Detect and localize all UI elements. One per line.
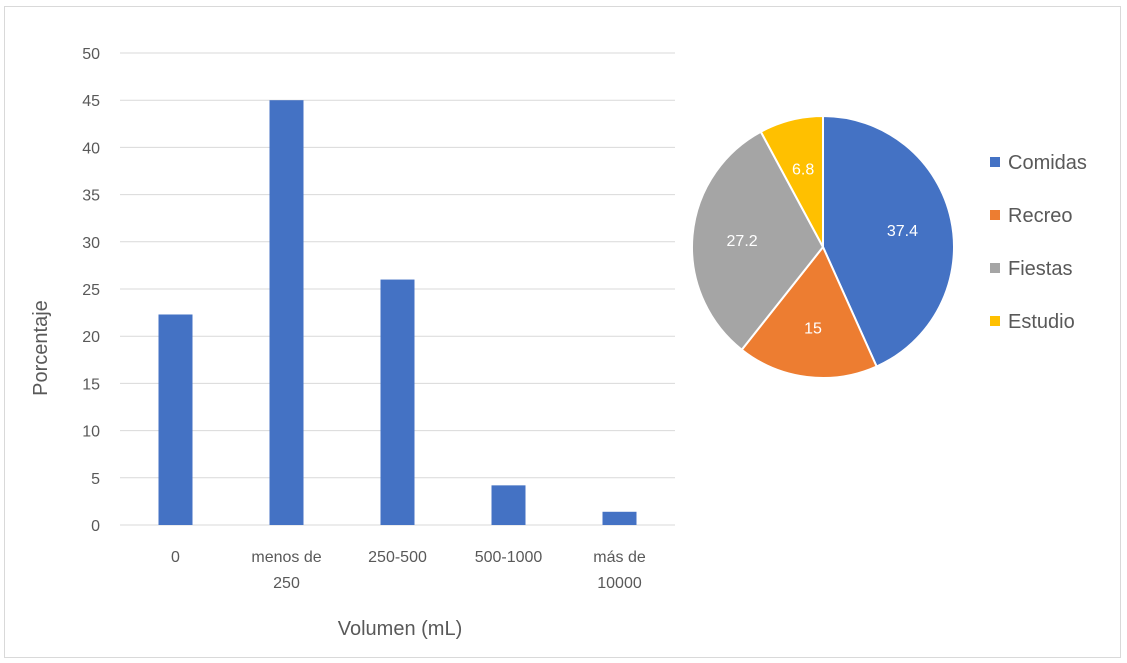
y-tick-label: 15: [82, 376, 100, 393]
legend-swatch-comidas: [990, 157, 1000, 167]
legend-swatch-recreo: [990, 210, 1000, 220]
x-tick-label: menos de: [251, 549, 321, 566]
y-axis-title: Porcentaje: [30, 300, 52, 396]
legend-label: Estudio: [1008, 311, 1075, 333]
pie-slice-labels: 37.4 15 27.2 6.8: [727, 161, 919, 337]
y-tick-label: 20: [82, 329, 100, 346]
bar: [158, 314, 193, 525]
pie-slice-label: 27.2: [727, 233, 758, 250]
pie-slices: [691, 114, 955, 379]
y-tick-label: 5: [91, 471, 100, 488]
y-tick-label: 50: [82, 46, 100, 63]
y-tick-label: 25: [82, 282, 100, 299]
pie-slice-label: 37.4: [887, 223, 918, 240]
x-tick-label: 500-1000: [475, 549, 543, 566]
bar-series: [158, 100, 637, 525]
legend-label: Fiestas: [1008, 258, 1072, 280]
x-tick-label: más de: [593, 549, 646, 566]
x-tick-label: 250: [273, 575, 300, 592]
pie-slice-fiestas: [691, 130, 825, 352]
legend-swatch-estudio: [990, 316, 1000, 326]
bar-gridlines: [120, 52, 675, 526]
bar: [269, 100, 304, 525]
x-tick-label: 0: [171, 549, 180, 566]
pie-slice-label: 6.8: [792, 161, 814, 178]
legend-label: Recreo: [1008, 205, 1072, 227]
x-axis-title: Volumen (mL): [338, 618, 463, 640]
y-tick-label: 35: [82, 188, 100, 205]
pie-slice-estudio: [759, 114, 824, 248]
bar: [380, 279, 415, 525]
pie-slice-comidas: [822, 114, 955, 368]
x-tick-label: 250-500: [368, 549, 427, 566]
bar: [491, 485, 526, 525]
y-tick-label: 30: [82, 235, 100, 252]
bar-x-tick-labels: 0 menos de 250 250-500 500-1000 más de 10000: [171, 549, 646, 592]
pie-slice-recreo: [740, 245, 878, 379]
bar: [602, 511, 637, 525]
pie-legend: Comidas Recreo Fiestas Estudio: [990, 152, 1087, 333]
y-tick-label: 40: [82, 140, 100, 157]
y-tick-label: 0: [91, 518, 100, 535]
x-tick-label: 10000: [597, 575, 642, 592]
pie-slice-label: 15: [804, 321, 822, 338]
y-tick-label: 10: [82, 424, 100, 441]
legend-label: Comidas: [1008, 152, 1087, 174]
y-tick-label: 45: [82, 93, 100, 110]
bar-y-tick-labels: 0 5 10 15 20 25 30 35 40 45 50: [82, 46, 100, 535]
legend-swatch-fiestas: [990, 263, 1000, 273]
